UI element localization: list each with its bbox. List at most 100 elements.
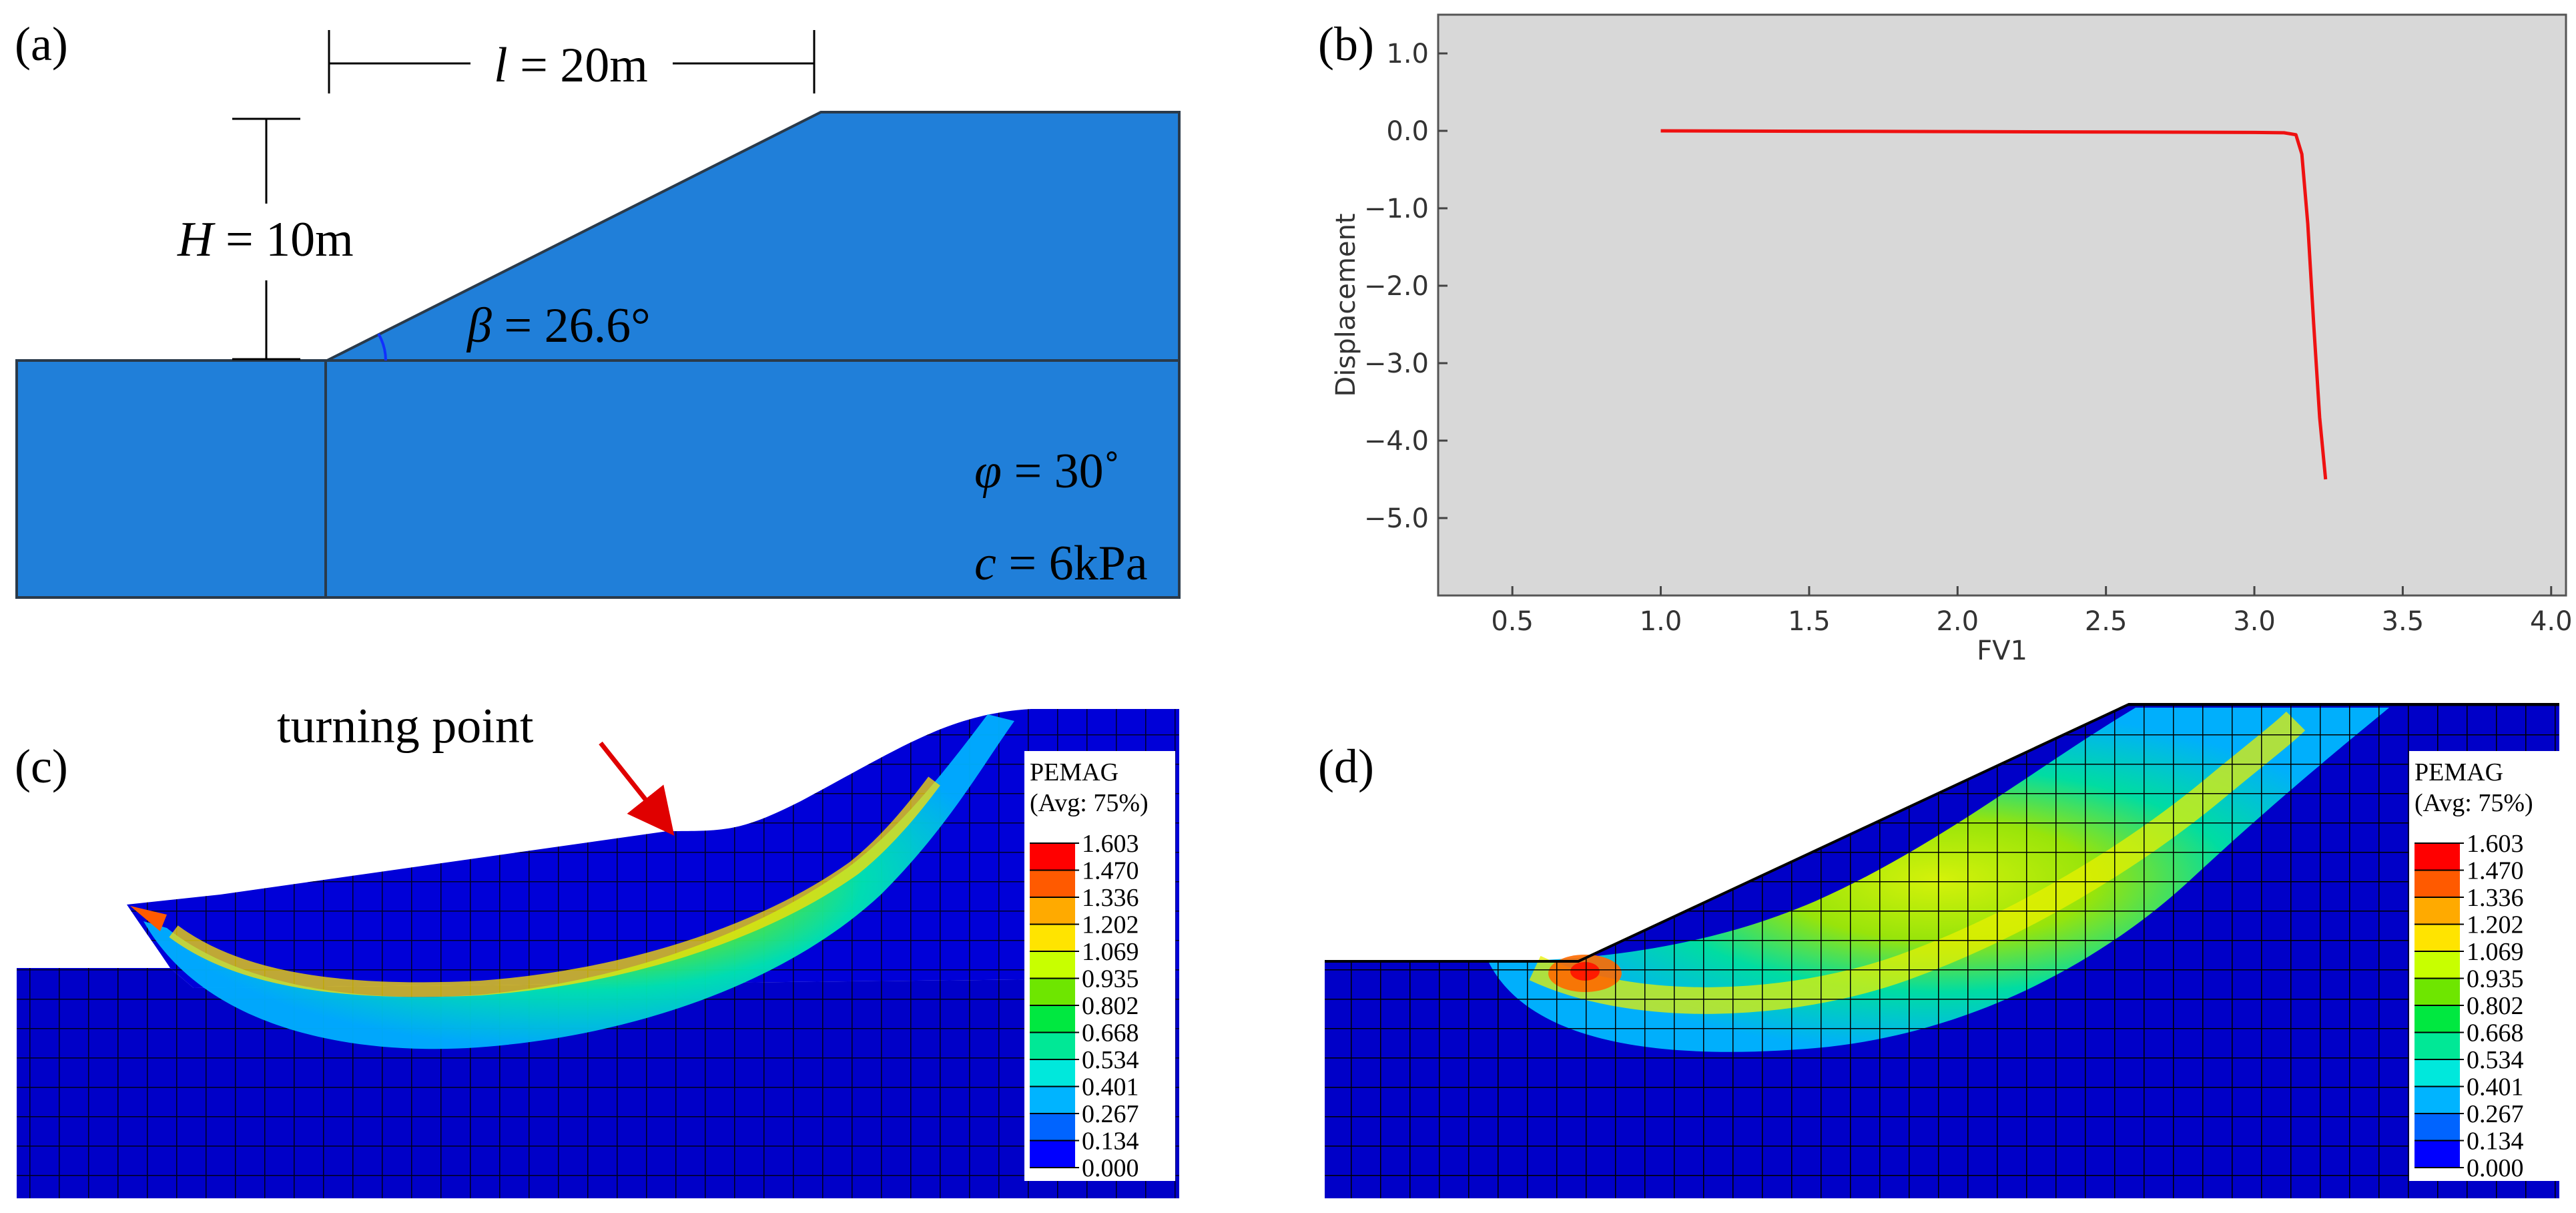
panel-a-geometry: (a) l = 20m H = 10m β = 26.6° φ = 30˚ c … xyxy=(15,17,1181,599)
legend-swatch xyxy=(2414,1005,2460,1033)
y-tick-label: −5.0 xyxy=(1364,503,1429,534)
legend-value: 1.603 xyxy=(1082,830,1139,858)
legend-value: 0.401 xyxy=(2467,1073,2524,1102)
legend-value: 0.534 xyxy=(1082,1046,1139,1074)
angle-symbol: β xyxy=(466,298,492,353)
panel-d-label: (d) xyxy=(1318,740,1374,793)
y-tick-label: 1.0 xyxy=(1386,39,1429,69)
legend-value: 1.202 xyxy=(1082,911,1139,939)
legend-value: 1.069 xyxy=(2467,938,2524,966)
legend-value: 1.470 xyxy=(1082,857,1139,885)
plot-area xyxy=(1437,13,2567,597)
x-tick-label: 2.5 xyxy=(2085,606,2128,637)
legend-value: 0.000 xyxy=(1082,1154,1139,1182)
legend-swatch xyxy=(1030,1086,1075,1114)
y-tick-label: −4.0 xyxy=(1364,426,1429,457)
phi-value: = 30˚ xyxy=(1002,444,1120,499)
legend-swatch xyxy=(2414,1140,2460,1168)
panel-d-plastic-zone: (d) PEMAG (Avg: 75%) 1.6031.4701.3361.2021… xyxy=(1318,703,2560,1198)
y-axis-label: Displacement xyxy=(1331,214,1361,397)
y-tick-label: −3.0 xyxy=(1364,348,1429,379)
y-tick-label: 0.0 xyxy=(1386,116,1429,147)
legend-value: 0.802 xyxy=(2467,992,2524,1020)
legend-title: PEMAG xyxy=(1030,758,1118,786)
slope-body xyxy=(15,111,1181,599)
legend-swatch xyxy=(1030,1059,1075,1087)
legend-swatch xyxy=(2414,897,2460,925)
height-symbol: H xyxy=(177,212,216,267)
x-tick-label: 1.0 xyxy=(1640,606,1682,637)
legend-swatch xyxy=(1030,1005,1075,1033)
legend-swatch xyxy=(2414,843,2460,871)
x-tick-label: 0.5 xyxy=(1491,606,1534,637)
x-tick-label: 3.0 xyxy=(2233,606,2276,637)
toe-hotspot-c xyxy=(130,906,167,931)
legend-swatch xyxy=(2414,1032,2460,1059)
legend-value: 1.470 xyxy=(2467,857,2524,885)
length-label: l = 20m xyxy=(494,38,648,93)
panel-c-deformed-mesh: turning point (c) PEMAG(Avg: 75%)1.6031.… xyxy=(15,699,1179,1198)
legend-value: 0.267 xyxy=(1082,1100,1139,1128)
legend-swatch xyxy=(1030,1140,1075,1168)
legend-value: 1.202 xyxy=(2467,911,2524,939)
legend-swatch xyxy=(2414,1086,2460,1114)
legend-swatch xyxy=(2414,951,2460,979)
legend-value: 0.267 xyxy=(2467,1100,2524,1128)
legend-title: PEMAG xyxy=(2414,758,2503,786)
legend-value: 0.668 xyxy=(1082,1019,1139,1047)
legend-c: PEMAG (Avg: 75%) 1.6031.4701.3361.2021.069… xyxy=(1024,751,1175,1182)
legend-swatch xyxy=(1030,897,1075,925)
x-tick-label: 3.5 xyxy=(2382,606,2425,637)
plastic-strain-core-c xyxy=(169,776,940,997)
legend-d: PEMAG (Avg: 75%) 1.6031.4701.3361.2021.069… xyxy=(2409,751,2560,1182)
legend-subtitle: (Avg: 75%) xyxy=(1030,789,1149,817)
series-line-displacement xyxy=(1660,129,2328,480)
x-tick-label: 1.5 xyxy=(1788,606,1831,637)
y-tick-label: −2.0 xyxy=(1364,271,1429,302)
legend-swatch xyxy=(1030,924,1075,951)
legend-value: 1.336 xyxy=(2467,884,2524,912)
legend-subtitle: (Avg: 75%) xyxy=(2414,789,2533,817)
turning-point-annotation: turning point xyxy=(277,699,534,754)
phi-label: φ = 30˚ xyxy=(974,444,1120,499)
legend-value: 1.603 xyxy=(2467,830,2524,858)
panel-b-label: (b) xyxy=(1318,17,1374,71)
legend-value: 0.401 xyxy=(1082,1073,1139,1102)
height-label: H = 10m xyxy=(177,212,354,267)
legend-swatch xyxy=(1030,1032,1075,1059)
x-axis-label: FV1 xyxy=(1977,636,2027,666)
legend-value: 1.069 xyxy=(1082,938,1139,966)
x-tick-label: 4.0 xyxy=(2530,606,2573,637)
slope-surface-d xyxy=(1325,703,2559,963)
cohesion-value: = 6kPa xyxy=(996,536,1148,591)
length-symbol: l xyxy=(494,38,508,93)
legend-value: 0.802 xyxy=(1082,992,1139,1020)
legend-value: 0.534 xyxy=(2467,1046,2524,1074)
phi-symbol: φ xyxy=(974,444,1002,499)
legend-swatch xyxy=(1030,951,1075,979)
turning-point-arrow xyxy=(599,741,675,836)
panel-b-chart: (b) 0.5 1.0 1.5 2.0 2.5 3.0 3.5 4.0 1.0 0.0 −1.0 −2… xyxy=(1318,13,2573,666)
legend-swatch xyxy=(2414,924,2460,951)
panel-a-label: (a) xyxy=(15,17,68,71)
legend-swatch xyxy=(2414,1114,2460,1141)
legend-swatch xyxy=(1030,978,1075,1005)
chart-axes: 0.5 1.0 1.5 2.0 2.5 3.0 3.5 4.0 1.0 0.0 −1.0 −2.0 −3… xyxy=(1364,39,2573,637)
legend-value: 0.134 xyxy=(1082,1128,1139,1156)
height-value: = 10m xyxy=(213,212,353,267)
legend-swatch xyxy=(1030,1114,1075,1141)
angle-value: = 26.6° xyxy=(492,298,651,353)
angle-label: β = 26.6° xyxy=(466,298,651,353)
legend-swatch xyxy=(2414,978,2460,1005)
legend-value: 0.668 xyxy=(2467,1019,2524,1047)
legend-value: 0.935 xyxy=(2467,965,2524,993)
slope-angle-arc xyxy=(377,332,387,361)
length-value: = 20m xyxy=(508,38,648,93)
slope-mesh-grid-d xyxy=(1325,704,2559,1198)
panel-c-label: (c) xyxy=(15,740,68,793)
legend-value: 0.935 xyxy=(1082,965,1139,993)
legend-value: 0.000 xyxy=(2467,1154,2524,1182)
cohesion-symbol: c xyxy=(974,536,996,591)
legend-value: 1.336 xyxy=(1082,884,1139,912)
